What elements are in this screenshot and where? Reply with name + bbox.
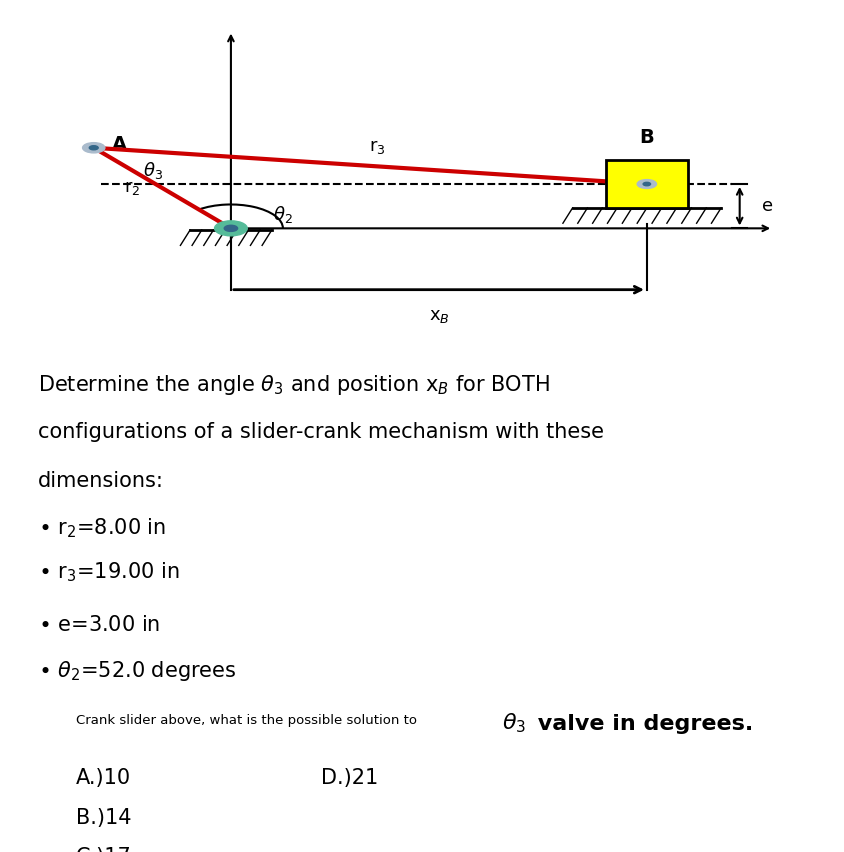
- Text: x$_B$: x$_B$: [429, 307, 449, 325]
- Text: $\bullet$ e=3.00 in: $\bullet$ e=3.00 in: [38, 615, 160, 635]
- Circle shape: [83, 142, 105, 153]
- Text: Crank slider above, what is the possible solution to: Crank slider above, what is the possible…: [76, 714, 421, 727]
- Text: D.)21: D.)21: [321, 768, 378, 788]
- Text: C.)17: C.)17: [76, 847, 132, 852]
- Circle shape: [214, 221, 247, 236]
- Bar: [606, 160, 688, 208]
- Text: e: e: [762, 197, 773, 216]
- Text: B: B: [640, 128, 654, 147]
- Text: r$_2$: r$_2$: [124, 179, 141, 197]
- Circle shape: [643, 182, 651, 186]
- Text: r$_3$: r$_3$: [370, 138, 386, 156]
- Circle shape: [89, 146, 98, 150]
- Text: valve in degrees.: valve in degrees.: [530, 714, 754, 734]
- Text: $\theta_3$: $\theta_3$: [143, 160, 163, 181]
- Text: $\theta_3$: $\theta_3$: [502, 711, 527, 735]
- Circle shape: [637, 180, 657, 188]
- Text: dimensions:: dimensions:: [38, 471, 164, 492]
- Text: $\bullet$ r$_2$=8.00 in: $\bullet$ r$_2$=8.00 in: [38, 516, 166, 539]
- Text: B.)14: B.)14: [76, 808, 132, 827]
- Text: configurations of a slider-crank mechanism with these: configurations of a slider-crank mechani…: [38, 422, 604, 442]
- Circle shape: [225, 225, 238, 232]
- Text: A.)10: A.)10: [76, 768, 131, 788]
- Text: $\bullet$ r$_3$=19.00 in: $\bullet$ r$_3$=19.00 in: [38, 561, 180, 584]
- Text: $\theta_2$: $\theta_2$: [273, 204, 293, 225]
- Text: $\bullet$ $\theta_2$=52.0 degrees: $\bullet$ $\theta_2$=52.0 degrees: [38, 659, 236, 683]
- Text: Determine the angle $\theta_3$ and position x$_B$ for BOTH: Determine the angle $\theta_3$ and posit…: [38, 372, 549, 397]
- Text: A: A: [112, 135, 127, 154]
